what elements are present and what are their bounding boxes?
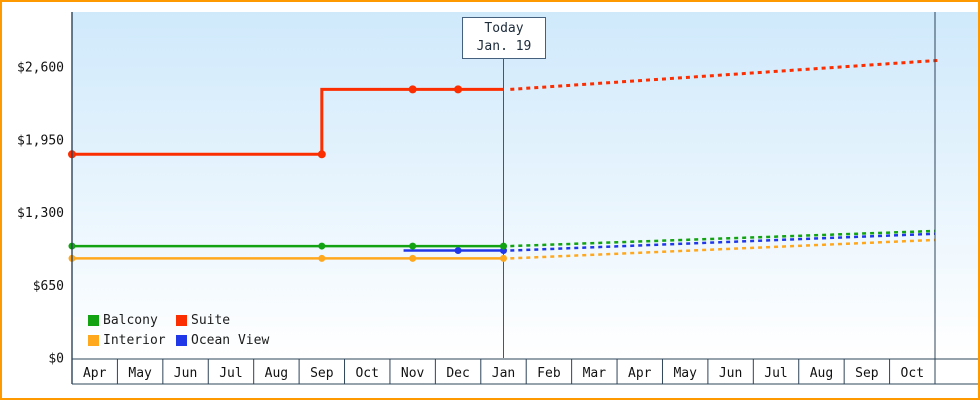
legend-item-suite: Suite <box>176 310 269 330</box>
y-tick-label: $1,300 <box>17 206 64 221</box>
legend-label-interior: Interior <box>103 332 166 348</box>
month-label: Dec <box>446 366 469 381</box>
marker-balcony <box>409 242 417 250</box>
plot-background <box>72 12 978 358</box>
marker-balcony <box>318 242 326 250</box>
month-label: May <box>128 366 152 381</box>
marker-suite <box>454 85 463 94</box>
today-marker-box: Today Jan. 19 <box>462 17 546 59</box>
today-label: Today <box>484 21 524 36</box>
month-label: Jul <box>219 366 242 381</box>
marker-interior <box>318 254 326 262</box>
month-label: Sep <box>310 366 334 381</box>
month-label: Mar <box>583 366 607 381</box>
month-label: Jan <box>492 366 515 381</box>
legend-item-ocean-view: Ocean View <box>176 330 269 350</box>
chart-legend: Balcony Suite Interior Ocean View <box>88 310 269 350</box>
series-forecast-interior <box>510 238 936 260</box>
today-date: Jan. 19 <box>476 39 532 54</box>
suite-swatch-icon <box>176 314 187 326</box>
month-label: Sep <box>855 366 879 381</box>
month-label: Apr <box>83 366 107 381</box>
interior-swatch-icon <box>88 334 99 346</box>
marker-interior <box>409 254 417 262</box>
month-label: Apr <box>628 366 652 381</box>
month-label: Jun <box>719 366 742 381</box>
month-label: Aug <box>265 366 288 381</box>
marker-balcony <box>500 242 507 250</box>
marker-suite <box>317 150 326 159</box>
legend-item-balcony: Balcony <box>88 310 176 330</box>
month-label: Nov <box>401 366 425 381</box>
legend-label-ocean-view: Ocean View <box>191 332 270 348</box>
marker-suite <box>408 85 417 94</box>
balcony-swatch-icon <box>88 314 99 326</box>
legend-item-interior: Interior <box>88 330 176 350</box>
month-label: Jul <box>764 366 787 381</box>
legend-label-balcony: Balcony <box>103 312 158 328</box>
month-label: Oct <box>355 366 378 381</box>
y-tick-label: $650 <box>33 279 64 294</box>
ocean-view-swatch-icon <box>176 334 187 346</box>
marker-ocean-view <box>454 247 462 255</box>
series-forecast-ocean-view <box>510 232 936 252</box>
legend-label-suite: Suite <box>191 312 231 328</box>
month-label: Aug <box>810 366 833 381</box>
month-label: Jun <box>174 366 197 381</box>
series-forecast-balcony <box>510 229 936 248</box>
y-tick-label: $1,950 <box>17 133 64 148</box>
month-label: May <box>673 366 697 381</box>
marker-interior <box>500 254 507 262</box>
y-tick-label: $2,600 <box>17 61 64 76</box>
month-label: Feb <box>537 366 561 381</box>
month-label: Oct <box>901 366 924 381</box>
y-tick-label: $0 <box>48 352 64 367</box>
